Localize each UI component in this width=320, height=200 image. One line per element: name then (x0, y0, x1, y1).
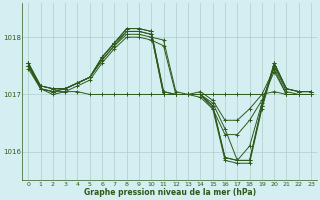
X-axis label: Graphe pression niveau de la mer (hPa): Graphe pression niveau de la mer (hPa) (84, 188, 256, 197)
